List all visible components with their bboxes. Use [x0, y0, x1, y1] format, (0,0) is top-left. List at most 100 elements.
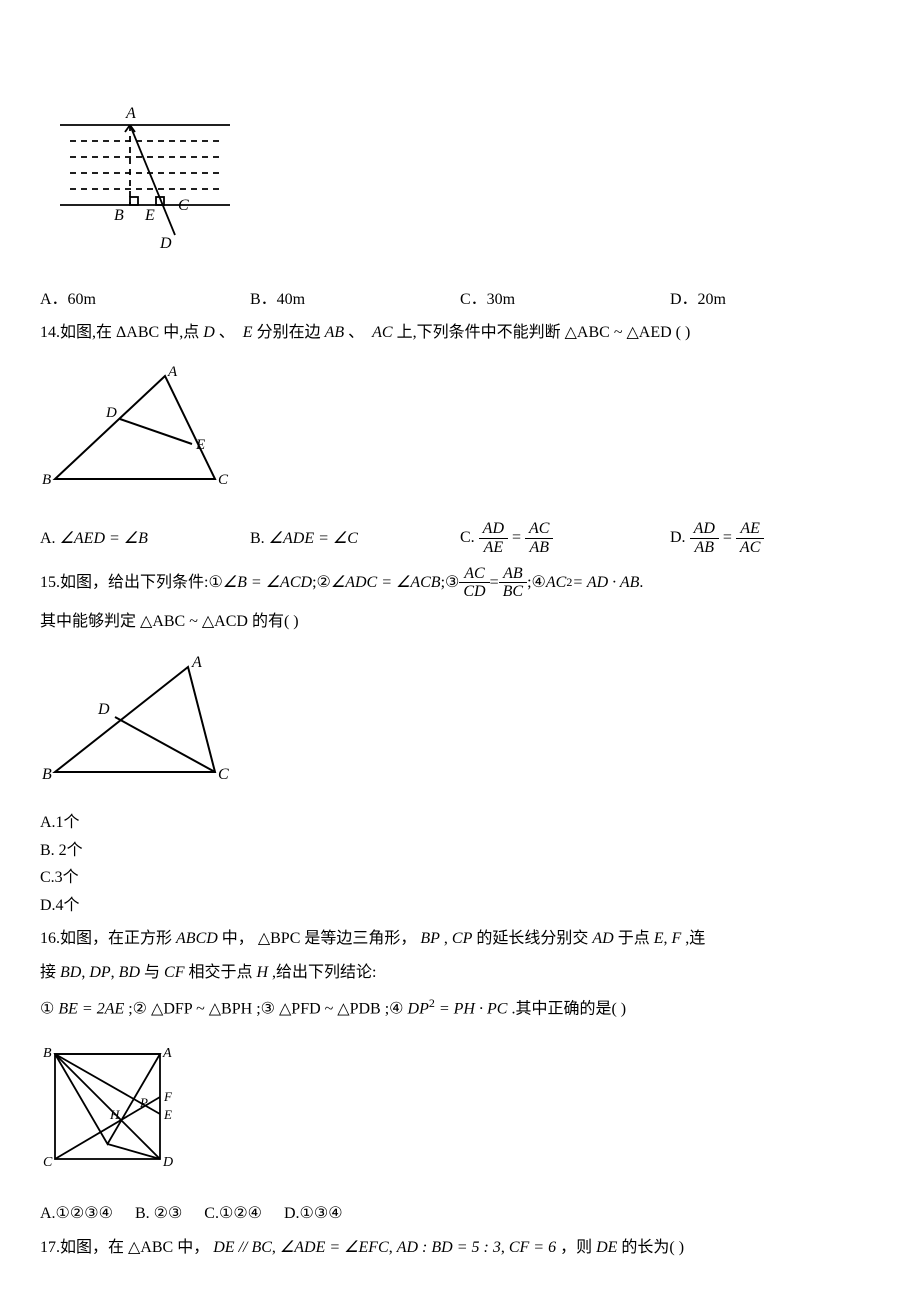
q15-options: A.1个 B. 2个 C.3个 D.4个 — [40, 810, 880, 918]
svg-text:P: P — [139, 1095, 148, 1110]
svg-text:D: D — [105, 405, 117, 421]
svg-text:C: C — [43, 1155, 53, 1170]
q14-c-label: C. — [460, 529, 475, 546]
q14-opt-c: C. ADAE = ACAB — [460, 520, 670, 556]
q16-l3c4e: = PH · PC — [439, 1000, 508, 1017]
q16-c1: , — [444, 930, 448, 947]
q13-opt-b: B．40m — [250, 287, 460, 313]
q16-f: F — [672, 930, 682, 947]
svg-text:C: C — [178, 197, 189, 214]
q14-b-expr: ∠ADE = ∠C — [269, 530, 358, 547]
q16-l3c3: ;③ — [256, 1000, 275, 1017]
q17-de: DE — [596, 1239, 617, 1256]
q16-stem-1: 16.如图，在正方形 ABCD 中， △BPC 是等边三角形， BP , CP … — [40, 926, 880, 952]
q15-figure: A B C D — [40, 652, 240, 796]
q14-a-label: A. — [40, 530, 56, 547]
q15-sim: △ABC ~ △ACD — [140, 613, 248, 630]
q14-d-n2: AE — [736, 520, 764, 539]
q16-bp: BP — [420, 930, 440, 947]
q15-c4l: AC — [546, 570, 566, 596]
q14-c-d1: AE — [479, 539, 508, 557]
q14-E: E — [243, 324, 253, 341]
q17-m2: ，则 — [560, 1239, 592, 1256]
svg-text:E: E — [163, 1107, 172, 1122]
q15-c3: ;③ — [441, 570, 460, 596]
svg-text:B: B — [43, 1046, 52, 1061]
q16-l3c4s: 2 — [429, 996, 435, 1010]
q14-b-label: B. — [250, 530, 265, 547]
q16-s1m3: 的延长线分别交 — [476, 930, 588, 947]
q17-end: 的长为( ) — [621, 1239, 684, 1256]
svg-text:B: B — [42, 472, 51, 488]
q16-s1m4: 于点 — [618, 930, 650, 947]
q17-cf: CF = 6 — [509, 1239, 556, 1256]
q16-h: H — [256, 964, 268, 981]
q14-d-n1: AD — [690, 520, 719, 539]
q15-opt-a: A.1个 — [40, 810, 880, 836]
q14-tri: ΔABC — [116, 324, 159, 341]
q15-stem-1: 15.如图，给出下列条件: ① ∠B = ∠ACD ;② ∠ADC = ∠ACB… — [40, 565, 880, 601]
svg-text:A: A — [191, 654, 202, 671]
q16-opt-b: B. ②③ — [135, 1205, 182, 1222]
q16-opt-a: A.①②③④ — [40, 1205, 113, 1222]
q16-bd2: BD — [119, 964, 140, 981]
svg-text:D: D — [97, 701, 110, 718]
q14-paren: ( ) — [676, 324, 691, 341]
q14-mid2: 分别在边 — [257, 324, 321, 341]
q17-m1: 中， — [177, 1239, 209, 1256]
q16-opt-d: D.①③④ — [284, 1205, 343, 1222]
q16-stem-3: ① BE = 2AE ;② △DFP ~ △BPH ;③ △PFD ~ △PDB… — [40, 994, 880, 1022]
q15-opt-b: B. 2个 — [40, 838, 880, 864]
q13-opt-a: A．60m — [40, 287, 250, 313]
q17-ratio: AD : BD = 5 : 3 — [397, 1239, 501, 1256]
q16-dp: DP — [89, 964, 110, 981]
q17-ang: ∠ADE = ∠EFC — [280, 1239, 389, 1256]
q16-opt-c: C.①②④ — [204, 1205, 262, 1222]
q14-sim: △ABC ~ △AED — [565, 324, 672, 341]
q17-stem: 17.如图，在 △ABC 中， DE // BC, ∠ADE = ∠EFC, A… — [40, 1235, 880, 1261]
q15-c1e: ∠B = ∠ACD — [223, 570, 312, 596]
q16-e: E — [654, 930, 664, 947]
q16-s2p: 接 — [40, 964, 56, 981]
q14-d-d2: AC — [736, 539, 764, 557]
q15-c3d1: CD — [459, 583, 489, 601]
q13-figure: A B E C D — [40, 90, 240, 269]
q14-D: D — [203, 324, 215, 341]
q16-abcd: ABCD — [176, 930, 218, 947]
q13-opt-c: C．30m — [460, 287, 670, 313]
q14-c-d2: AB — [525, 539, 553, 557]
q14-sep: 、 — [219, 324, 235, 341]
q16-s2m2: 相交于点 — [188, 964, 252, 981]
q15-pre: 15.如图，给出下列条件: — [40, 570, 208, 596]
svg-text:B: B — [42, 766, 52, 783]
q15-opt-c: C.3个 — [40, 865, 880, 891]
svg-text:D: D — [162, 1155, 173, 1170]
q15-s2post: 的有( ) — [252, 613, 299, 630]
q13-opt-d: D．20m — [670, 287, 880, 313]
q14-opt-d: D. ADAB = AEAC — [670, 520, 880, 556]
q16-l3c3e: △PFD ~ △PDB — [279, 1000, 381, 1017]
q14-figure: A B C D E — [40, 364, 240, 503]
svg-text:E: E — [144, 207, 155, 224]
q13-options: A．60m B．40m C．30m D．20m — [40, 287, 880, 313]
svg-text:C: C — [218, 766, 229, 783]
q17-pre: 17.如图，在 — [40, 1239, 124, 1256]
q14-c-n2: AC — [525, 520, 553, 539]
q16-l3end: .其中正确的是( ) — [511, 1000, 626, 1017]
q14-a-expr: ∠AED = ∠B — [60, 530, 148, 547]
q15-stem-2: 其中能够判定 △ABC ~ △ACD 的有( ) — [40, 609, 880, 635]
q16-figure: B A C D F E H P — [40, 1039, 190, 1183]
q14-mid1: 中,点 — [163, 324, 199, 341]
q16-l3c4: ;④ — [385, 1000, 404, 1017]
q15-c2e: ∠ADC = ∠ACB — [331, 570, 441, 596]
q14-options: A. ∠AED = ∠B B. ∠ADE = ∠C C. ADAE = ACAB… — [40, 520, 880, 556]
q16-l3c4l: DP — [408, 1000, 429, 1017]
svg-text:H: H — [109, 1107, 120, 1122]
q14-mid3: 上,下列条件中不能判断 — [397, 324, 561, 341]
q16-l3c2: ;② — [128, 1000, 147, 1017]
q14-sep2: 、 — [348, 324, 364, 341]
q14-d-label: D. — [670, 529, 686, 546]
q16-s2e: ,给出下列结论: — [272, 964, 376, 981]
q14-d-d1: AB — [690, 539, 719, 557]
q16-l3c1: ① — [40, 1000, 54, 1017]
